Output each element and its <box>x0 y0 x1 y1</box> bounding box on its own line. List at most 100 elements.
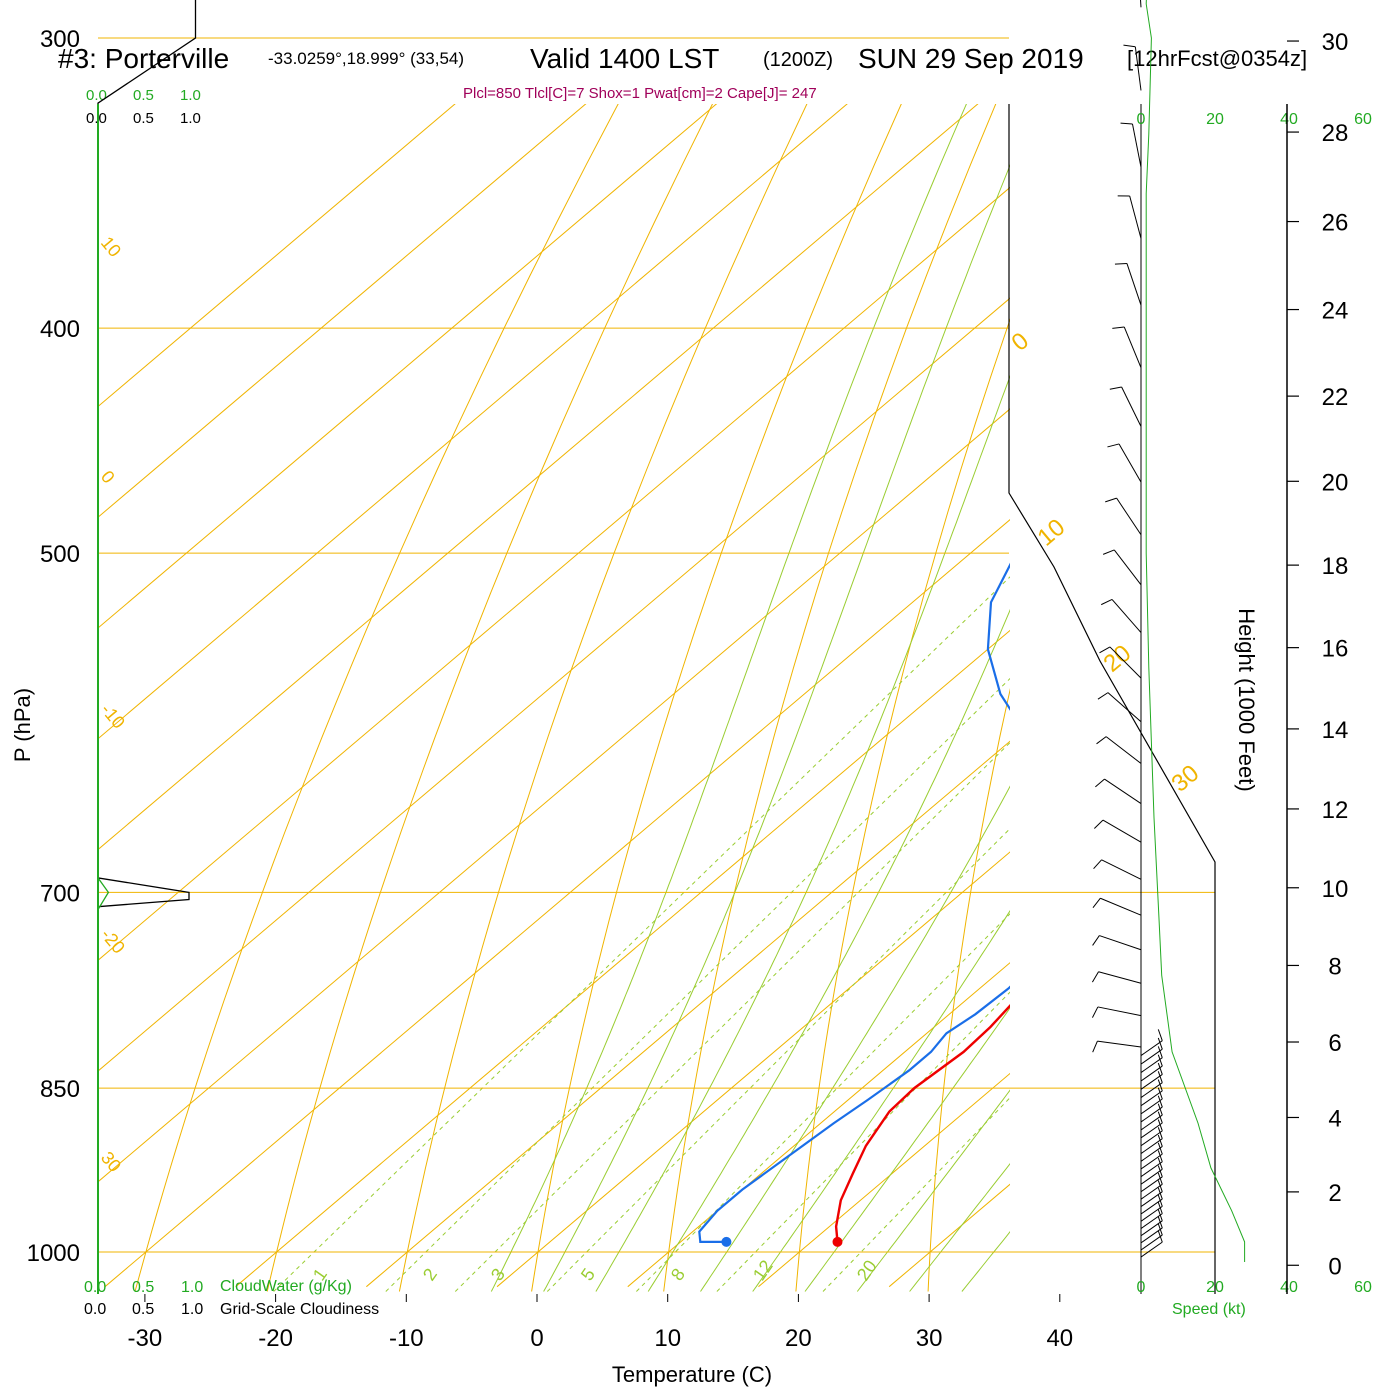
wind-barb <box>1111 599 1142 633</box>
temperature-axis: -30 -20 -10 0 10 20 30 40 <box>128 1294 1073 1352</box>
wind-speed-profile <box>1145 0 1246 1262</box>
pressure-tick-label: 300 <box>40 26 80 53</box>
wind-barb <box>1140 1168 1163 1185</box>
isotherm-left-label: 10 <box>97 233 125 261</box>
isotherm-left-label: -20 <box>97 925 129 958</box>
wind-barb <box>1140 1098 1163 1115</box>
pressure-axis: 2503004005007008501000 <box>27 26 80 1267</box>
wind-barb-flag <box>1102 549 1115 555</box>
top-cloudwater-tick: 1.0 <box>180 87 201 104</box>
dry-adiabat-grid <box>134 104 1010 1292</box>
wind-barb <box>1140 1114 1163 1131</box>
wind-barb <box>1140 1090 1163 1107</box>
wind-barb-flag <box>1157 1111 1163 1124</box>
wind-barb <box>1098 971 1142 984</box>
wind-barb-flag <box>1157 1142 1163 1155</box>
temperature-tick-label: 40 <box>1046 1325 1073 1352</box>
isotherm-line <box>104 519 1010 1288</box>
height-tick-label: 12 <box>1322 797 1349 824</box>
isotherm-line <box>98 104 848 740</box>
dewpoint-line <box>698 562 1010 1244</box>
dry-adiabat-line <box>531 104 902 1292</box>
wind-barb <box>1140 0 1142 8</box>
dry-adiabat-line <box>134 104 619 1292</box>
temperature-tick-label: 0 <box>530 1325 543 1352</box>
valid-date: SUN 29 Sep 2019 <box>858 43 1084 74</box>
cloudiness-profile <box>97 0 197 908</box>
x-axis-label: Temperature (C) <box>612 1362 772 1387</box>
height-tick-label: 14 <box>1322 717 1349 744</box>
mixing-ratio-label: 20 <box>853 1256 881 1284</box>
station-title: #3: Porterville <box>58 43 229 74</box>
isotherm-line <box>98 297 1010 1072</box>
isobar-grid <box>98 37 1215 1253</box>
station-coords: -33.0259°,18.999° (33,54) <box>268 49 464 68</box>
wind-barb <box>1105 736 1142 764</box>
isotherm-right-label: 30 <box>1167 760 1205 798</box>
mixing-ratio-line <box>454 741 1010 1292</box>
wind-barb <box>1140 1161 1163 1178</box>
mixing-ratio-line <box>716 991 1010 1292</box>
isotherm-line <box>98 104 587 518</box>
wind-barb <box>1140 1234 1163 1251</box>
forecast-label: [12hrFcst@0354z] <box>1127 46 1307 71</box>
bottom-cloudwater-tick: 0.0 <box>84 1279 106 1296</box>
top-cloudiness-scale: 0.0 0.5 1.0 <box>86 110 201 127</box>
wind-barb <box>1140 1198 1163 1215</box>
mixing-ratio-label: 8 <box>667 1265 689 1285</box>
isotherm-line <box>496 851 1010 1288</box>
moist-adiabat-line <box>490 104 967 1292</box>
pressure-tick-label: 1000 <box>27 1240 80 1267</box>
wind-barb <box>1134 46 1142 91</box>
moist-adiabat-line <box>856 1089 1010 1292</box>
bottom-cloudwater-tick: 0.5 <box>132 1279 154 1296</box>
wind-barb-flag <box>1157 1127 1163 1139</box>
wind-barb <box>1140 1040 1163 1056</box>
temperature-tick-label: 20 <box>785 1325 812 1352</box>
isotherm-grid <box>98 0 1400 1288</box>
height-tick-label: 30 <box>1322 29 1349 56</box>
isotherm-line <box>98 104 979 851</box>
speed-tick-top: 0 <box>1137 111 1146 128</box>
wind-barb-flag <box>1157 1134 1163 1147</box>
wind-barb-flag <box>1101 598 1113 606</box>
cloudwater-legend-label: CloudWater (g/Kg) <box>220 1278 352 1295</box>
wind-barb-flag <box>1091 971 1099 983</box>
top-cloudiness-tick: 0.0 <box>86 110 107 127</box>
isotherm-line <box>1151 0 1400 1287</box>
bottom-cloudiness-tick: 0.0 <box>84 1301 106 1318</box>
bottom-cloudiness-legend: 0.0 0.5 1.0 Grid-Scale Cloudiness <box>84 1301 379 1318</box>
height-tick-label: 0 <box>1328 1253 1341 1280</box>
top-cloudwater-scale: 0.0 0.5 1.0 <box>86 87 201 104</box>
isotherm-line <box>98 408 1010 1183</box>
isotherm-line <box>98 104 718 629</box>
pressure-tick-label: 400 <box>40 316 80 343</box>
wind-barb-flag <box>1091 1006 1099 1018</box>
moist-adiabat-grid <box>490 104 1010 1292</box>
moist-adiabat-line <box>543 164 1010 1292</box>
speed-tick-bottom: 60 <box>1354 1279 1372 1296</box>
wind-barb-flag <box>1157 1079 1163 1092</box>
wind-barb <box>1097 1040 1142 1048</box>
wind-barb-flag <box>1123 44 1136 48</box>
isotherm-left-label: 0 <box>97 467 119 488</box>
isotherm-line <box>98 186 1010 961</box>
wind-barb <box>1140 1146 1163 1162</box>
mixing-ratio-line <box>636 913 1010 1292</box>
top-cloudiness-tick: 0.5 <box>133 110 154 127</box>
wind-barb-flag <box>1114 262 1127 265</box>
wind-barb <box>1140 1130 1163 1147</box>
pressure-tick-label: 500 <box>40 541 80 568</box>
speed-axis-label: Speed (kt) <box>1172 1301 1246 1318</box>
wind-barb <box>1140 1106 1163 1123</box>
dry-adiabat-line <box>398 104 808 1292</box>
moist-adiabat-line <box>804 1007 1010 1292</box>
wind-barb <box>1109 646 1142 679</box>
sounding-series <box>698 562 1010 1247</box>
height-tick-label: 2 <box>1328 1180 1341 1207</box>
wind-barb <box>1140 1213 1163 1229</box>
moist-adiabat-line <box>647 608 1010 1292</box>
dry-adiabat-line <box>663 104 997 1292</box>
speed-tick-top: 40 <box>1280 111 1298 128</box>
